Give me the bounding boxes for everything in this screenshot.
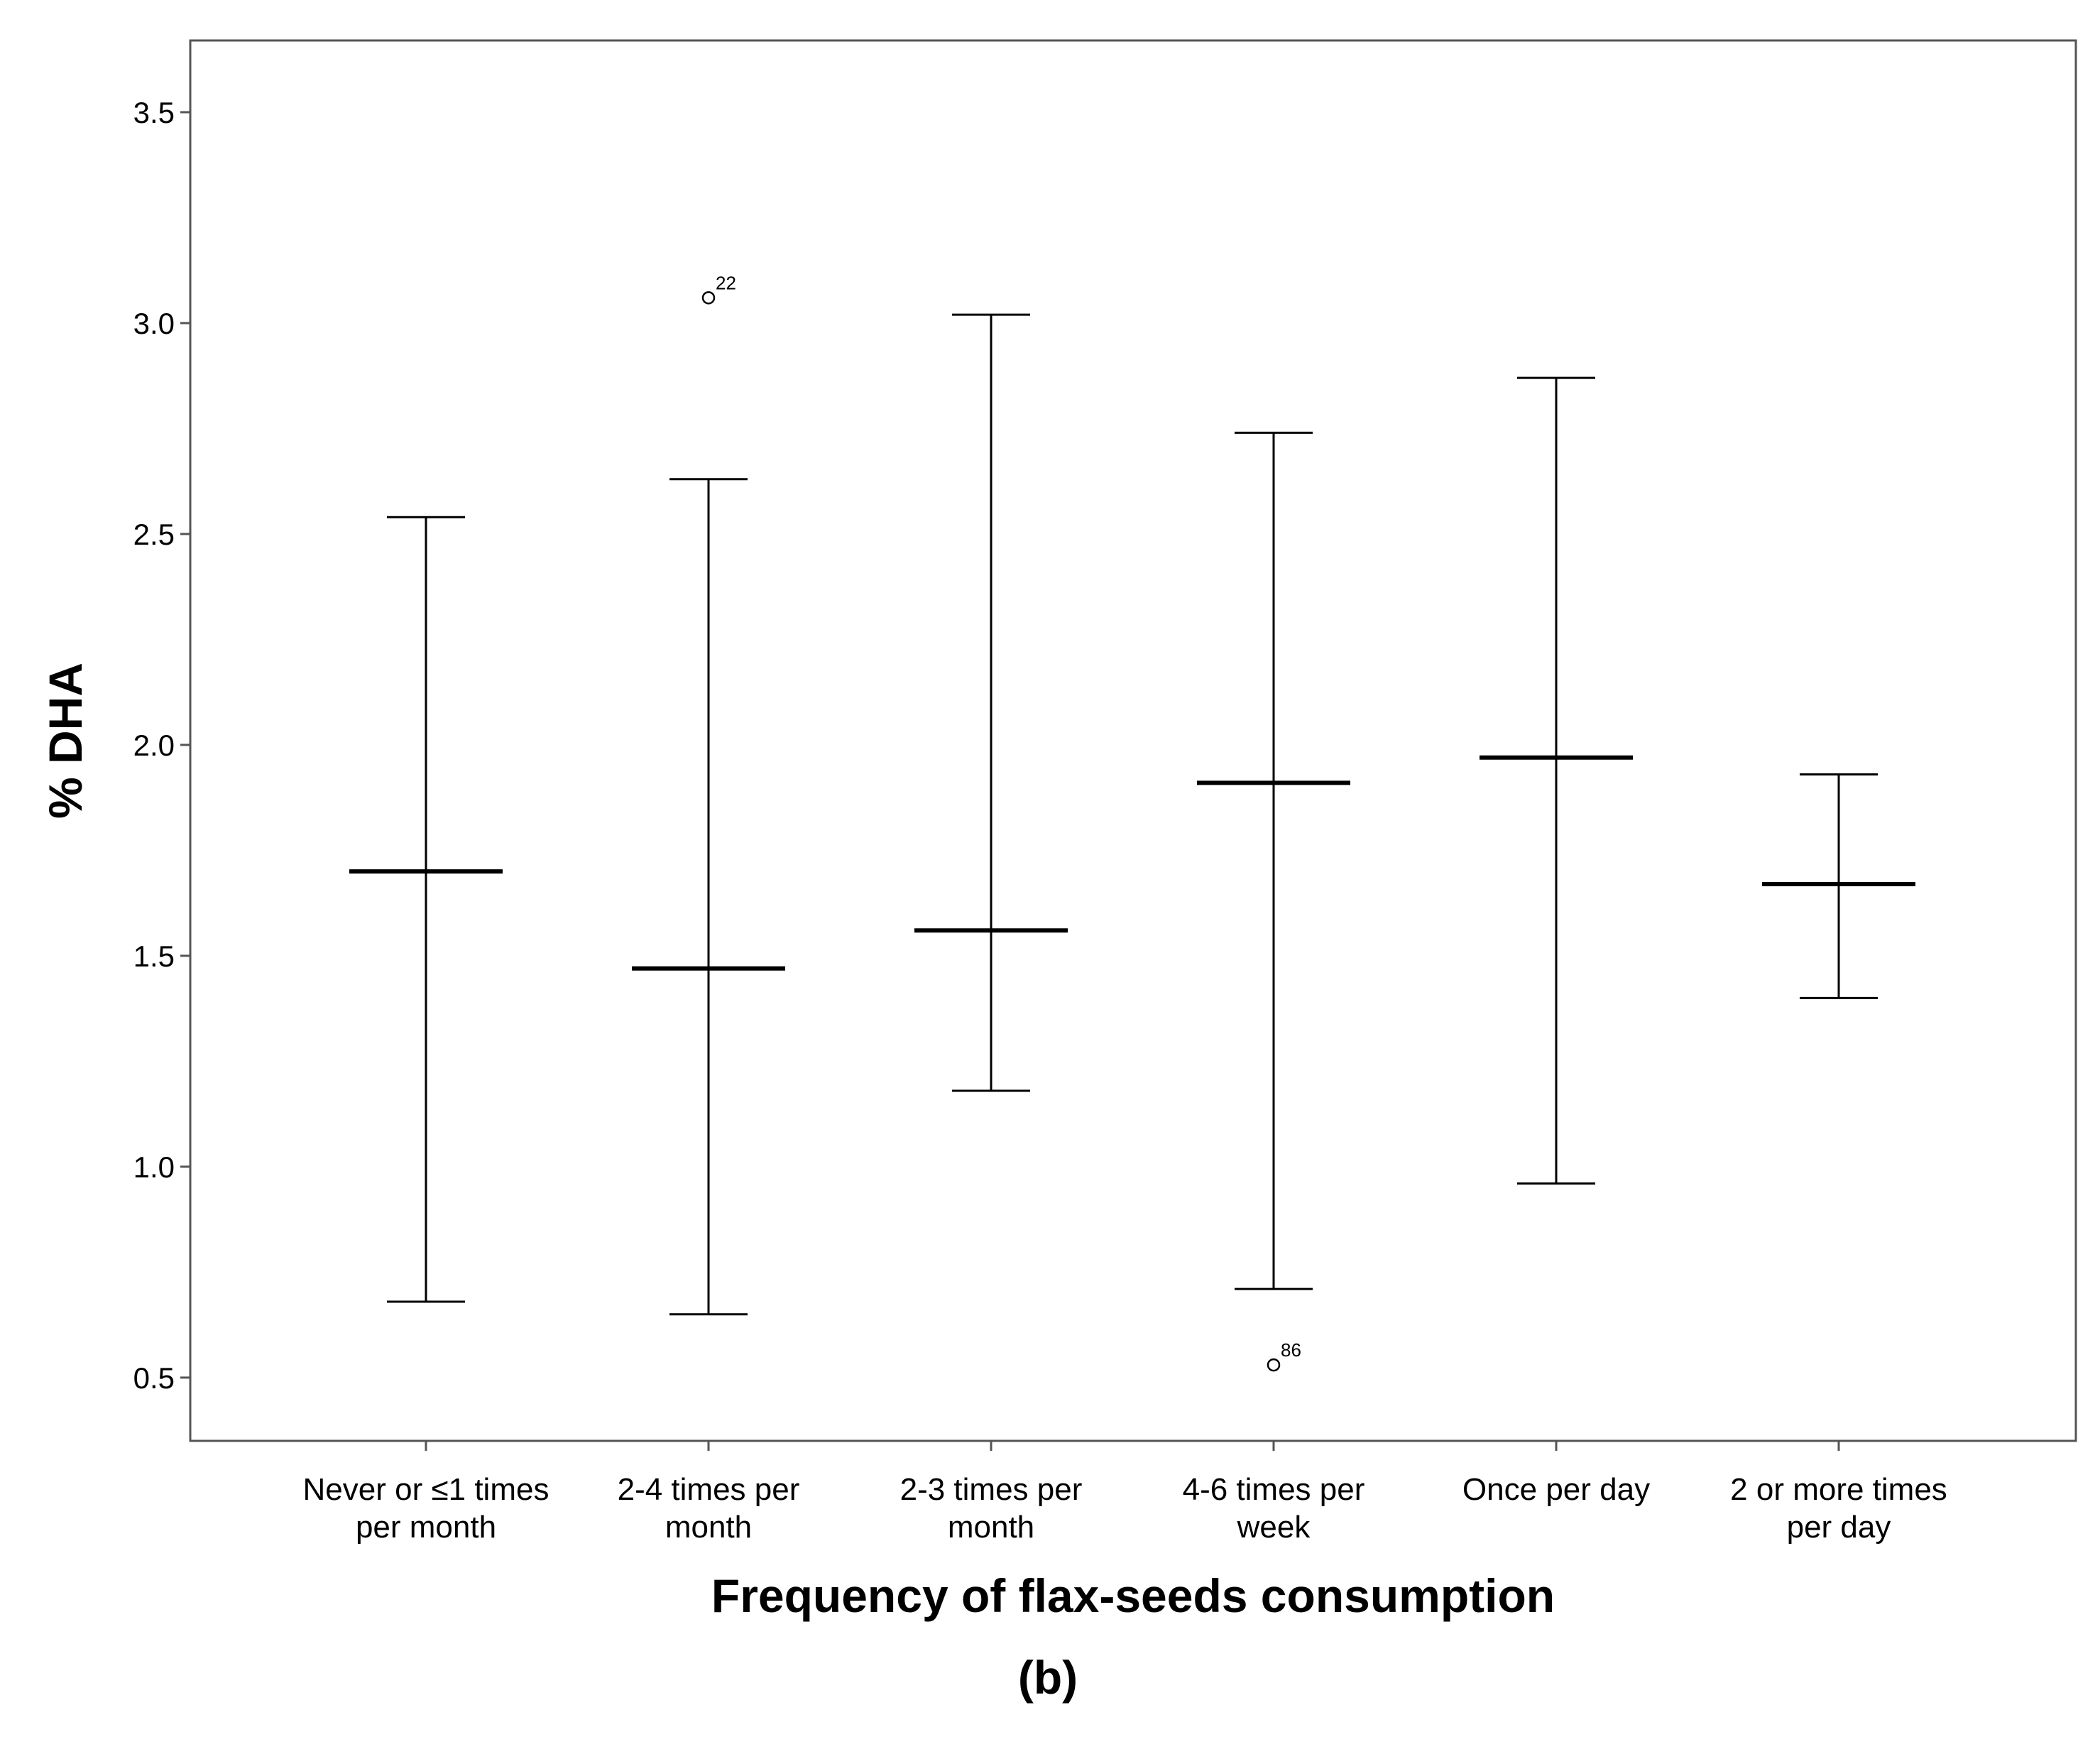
y-tick-label: 2.0 <box>133 729 175 762</box>
x-tick-label: month <box>948 1510 1034 1545</box>
x-tick-label: per month <box>356 1510 496 1545</box>
y-tick-label: 2.5 <box>133 518 175 551</box>
box-group <box>1480 376 1633 1185</box>
outlier-series: 22 86 <box>701 272 1301 1372</box>
x-tick-label: month <box>665 1510 752 1545</box>
box-group <box>1197 431 1350 1290</box>
x-tick-label: per day <box>1787 1510 1891 1545</box>
y-tick-label: 1.0 <box>133 1150 175 1184</box>
box-group <box>349 516 503 1303</box>
outlier-label: 86 <box>1281 1339 1301 1361</box>
y-tick-label: 0.5 <box>133 1361 175 1395</box>
x-tick-label: 4-6 times per <box>1183 1472 1365 1507</box>
x-axis-title: Frequency of flax-seeds consumption <box>711 1569 1555 1622</box>
y-axis-title: % DHA <box>39 663 92 819</box>
outlier-point <box>1267 1358 1281 1372</box>
panel-label: (b) <box>1018 1651 1078 1704</box>
y-axis: 0.5 1.0 1.5 2.0 2.5 3.0 3.5 <box>133 96 190 1395</box>
box-group <box>1762 773 1915 999</box>
x-tick-label: 2 or more times <box>1730 1472 1947 1507</box>
box-group <box>632 478 785 1316</box>
y-tick-label: 1.5 <box>133 940 175 973</box>
box-group <box>914 313 1068 1092</box>
x-tick-label: Once per day <box>1462 1472 1650 1507</box>
x-tick-label: Never or ≤1 times <box>303 1472 549 1507</box>
x-tick-label: 2-4 times per <box>618 1472 800 1507</box>
outlier-label: 22 <box>716 272 736 293</box>
x-tick-label: 2-3 times per <box>900 1472 1083 1507</box>
y-tick-label: 3.5 <box>133 96 175 129</box>
x-tick-label: week <box>1237 1510 1311 1545</box>
box-series <box>349 313 1915 1316</box>
y-tick-label: 3.0 <box>133 307 175 340</box>
plot-frame <box>189 39 2077 1442</box>
outlier-point <box>701 291 716 305</box>
